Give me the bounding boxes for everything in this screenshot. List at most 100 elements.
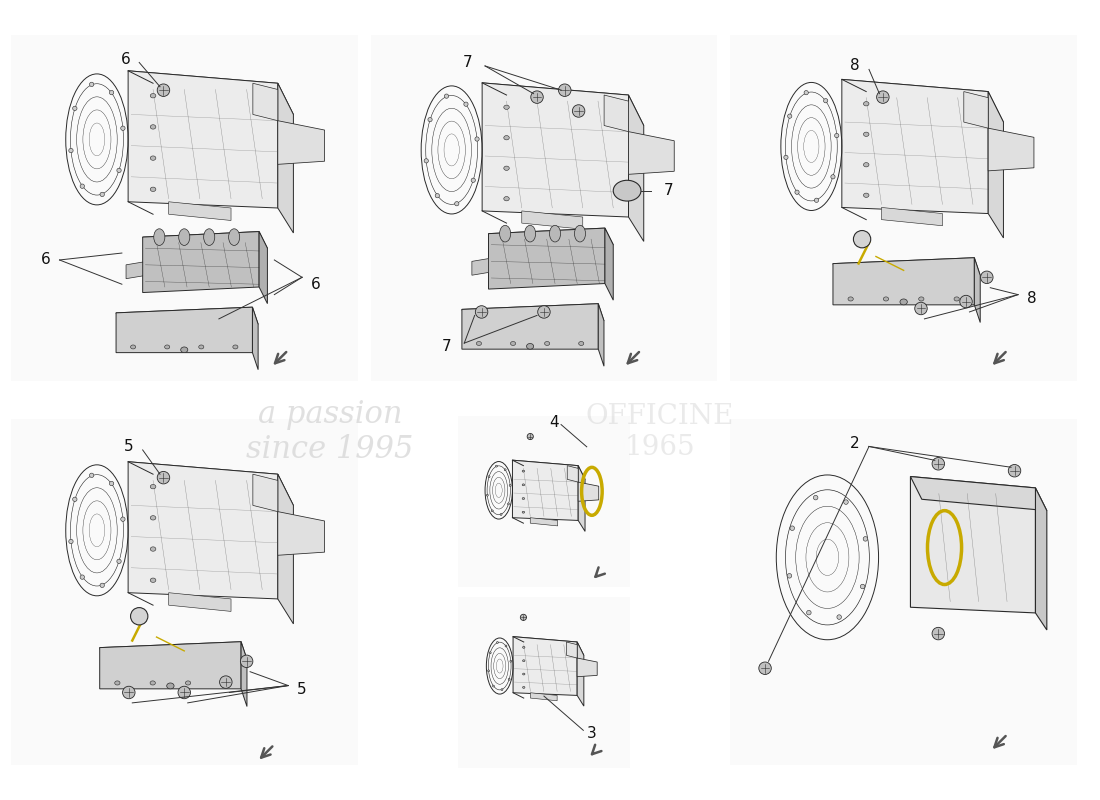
Text: 8: 8 [850, 58, 860, 74]
Ellipse shape [151, 516, 156, 520]
Ellipse shape [509, 485, 512, 486]
Circle shape [157, 84, 169, 97]
Ellipse shape [813, 495, 818, 500]
Polygon shape [253, 474, 278, 512]
Ellipse shape [522, 673, 525, 675]
Ellipse shape [527, 343, 534, 349]
Polygon shape [568, 466, 579, 482]
Ellipse shape [114, 681, 120, 685]
Circle shape [1009, 465, 1021, 477]
Ellipse shape [151, 187, 156, 191]
Ellipse shape [864, 193, 869, 198]
Ellipse shape [954, 297, 959, 301]
Circle shape [475, 306, 487, 318]
Ellipse shape [444, 94, 449, 98]
Ellipse shape [492, 510, 493, 512]
Ellipse shape [614, 180, 641, 201]
Text: 7: 7 [664, 183, 673, 198]
Ellipse shape [522, 660, 525, 662]
FancyBboxPatch shape [8, 415, 361, 769]
Ellipse shape [425, 158, 428, 163]
Circle shape [520, 614, 527, 621]
Circle shape [854, 230, 871, 248]
Ellipse shape [73, 497, 77, 502]
Circle shape [241, 655, 253, 667]
Polygon shape [252, 307, 258, 370]
Polygon shape [1035, 488, 1047, 630]
Polygon shape [842, 79, 988, 214]
Ellipse shape [500, 514, 502, 515]
Ellipse shape [464, 102, 469, 106]
Polygon shape [579, 466, 585, 531]
Polygon shape [117, 307, 252, 353]
Ellipse shape [80, 184, 85, 188]
Ellipse shape [544, 342, 550, 346]
Circle shape [122, 686, 135, 698]
Circle shape [157, 471, 169, 484]
Ellipse shape [508, 678, 510, 680]
Ellipse shape [900, 299, 908, 305]
Circle shape [178, 686, 190, 698]
Circle shape [527, 434, 534, 440]
Text: 4: 4 [549, 415, 559, 430]
Ellipse shape [180, 347, 188, 353]
Ellipse shape [495, 465, 497, 467]
Ellipse shape [504, 166, 509, 170]
Ellipse shape [167, 683, 174, 689]
Ellipse shape [830, 174, 835, 179]
Polygon shape [168, 593, 231, 611]
Ellipse shape [522, 498, 525, 499]
Ellipse shape [860, 584, 865, 589]
Ellipse shape [151, 94, 156, 98]
Polygon shape [598, 304, 604, 366]
Polygon shape [605, 228, 614, 300]
Polygon shape [578, 658, 597, 677]
Polygon shape [988, 91, 1003, 238]
Ellipse shape [864, 162, 869, 167]
Polygon shape [462, 304, 598, 349]
Ellipse shape [154, 229, 165, 246]
Polygon shape [278, 474, 294, 624]
Polygon shape [578, 642, 584, 706]
Ellipse shape [204, 229, 214, 246]
Polygon shape [530, 693, 557, 701]
Ellipse shape [151, 547, 156, 551]
Ellipse shape [788, 114, 792, 118]
Ellipse shape [504, 469, 506, 470]
Circle shape [572, 105, 585, 118]
Circle shape [915, 302, 927, 314]
Polygon shape [278, 512, 324, 555]
Text: 7: 7 [442, 339, 452, 354]
Polygon shape [128, 462, 294, 506]
Ellipse shape [69, 148, 73, 153]
Ellipse shape [550, 226, 561, 242]
Polygon shape [513, 460, 585, 479]
Ellipse shape [848, 297, 854, 301]
Circle shape [531, 91, 543, 103]
FancyBboxPatch shape [367, 31, 720, 385]
Polygon shape [513, 637, 578, 695]
Polygon shape [117, 307, 258, 330]
Circle shape [131, 607, 147, 625]
Polygon shape [530, 518, 558, 526]
Ellipse shape [864, 132, 869, 136]
Polygon shape [628, 132, 674, 174]
Polygon shape [521, 211, 583, 230]
Ellipse shape [510, 342, 516, 346]
Ellipse shape [488, 476, 490, 478]
Text: 6: 6 [41, 253, 51, 267]
Ellipse shape [121, 517, 125, 522]
Polygon shape [100, 642, 248, 666]
Polygon shape [964, 91, 988, 128]
Text: 5: 5 [124, 439, 133, 454]
Ellipse shape [504, 135, 509, 140]
Ellipse shape [522, 511, 525, 513]
Polygon shape [143, 231, 260, 293]
FancyBboxPatch shape [727, 415, 1080, 769]
Polygon shape [911, 477, 1035, 613]
Ellipse shape [496, 642, 498, 643]
Polygon shape [253, 83, 278, 121]
Ellipse shape [89, 82, 94, 86]
Ellipse shape [199, 345, 204, 349]
Ellipse shape [795, 190, 800, 194]
